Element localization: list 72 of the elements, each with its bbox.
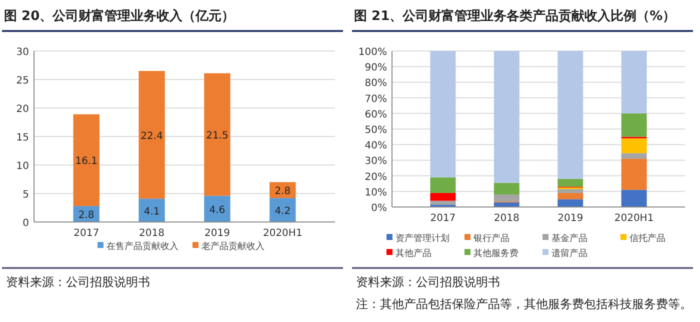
bar <box>494 194 520 202</box>
x-tick-label: 2018 <box>494 213 520 224</box>
x-tick-label: 2019 <box>204 228 230 239</box>
bar <box>494 182 520 195</box>
legend-label: 老产品贡献收入 <box>202 241 264 252</box>
bar <box>430 200 456 205</box>
data-label: 22.4 <box>140 130 163 142</box>
legend-label: 基金产品 <box>552 233 588 244</box>
bar <box>430 51 456 178</box>
y-tick-label: 60% <box>364 109 387 120</box>
y-tick-label: 90% <box>364 62 387 74</box>
bar <box>558 51 584 179</box>
legend-label: 在售产品贡献收入 <box>106 241 178 252</box>
legend-label: 信托产品 <box>630 233 666 244</box>
x-tick-label: 2020H1 <box>262 228 302 239</box>
bar <box>430 177 456 193</box>
legend-label: 遗留产品 <box>552 248 588 259</box>
bar <box>73 114 100 206</box>
y-tick-label: 70% <box>364 94 387 105</box>
y-tick-label: 0% <box>371 203 387 214</box>
x-tick-label: 2018 <box>139 228 165 239</box>
bar <box>138 70 165 199</box>
text: 资料来源：公司招股说明书 <box>356 275 500 289</box>
bar <box>621 51 647 114</box>
y-tick-label: 25 <box>16 76 29 86</box>
y-tick-label: 50% <box>364 125 387 136</box>
y-tick-label: 10 <box>16 161 29 172</box>
bar <box>621 158 647 190</box>
bar <box>621 190 647 207</box>
y-tick-label: 15 <box>16 132 29 144</box>
bar <box>558 178 584 187</box>
x-tick-label: 2017 <box>74 228 100 239</box>
data-label: 4.2 <box>274 206 291 218</box>
legend-label: 其他服务费 <box>474 248 518 259</box>
bar <box>558 192 584 200</box>
y-tick-label: 30 <box>16 47 29 58</box>
bar <box>204 196 230 222</box>
bar <box>558 189 584 193</box>
x-tick-label: 2017 <box>430 213 456 224</box>
data-label: 2.8 <box>78 210 94 222</box>
legend-label: 资产管理计划 <box>396 233 450 244</box>
data-label: 21.5 <box>206 130 228 142</box>
bar <box>494 51 520 183</box>
bar <box>621 153 647 159</box>
bar <box>430 192 456 201</box>
bar <box>270 198 296 222</box>
y-tick-label: 100% <box>358 47 387 58</box>
text: 注：其他产品包括保险产品等，其他服务费包括科技服务费等。 <box>356 297 692 311</box>
y-tick-label: 20 <box>16 104 29 115</box>
text: 资料来源：公司招股说明书 <box>6 275 150 289</box>
y-tick-label: 40% <box>364 140 387 152</box>
chart-title: 图 21、公司财富管理业务各类产品贡献收入比例（%） <box>354 8 676 24</box>
y-tick-label: 80% <box>364 78 387 90</box>
data-label: 4.6 <box>209 204 226 216</box>
bar <box>204 73 230 196</box>
legend-label: 银行产品 <box>472 233 510 244</box>
y-tick-label: 10% <box>364 187 387 198</box>
y-tick-label: 30% <box>364 156 387 168</box>
y-tick-label: 0 <box>22 218 29 229</box>
x-tick-label: 2019 <box>558 213 584 224</box>
bar <box>558 199 584 207</box>
data-label: 16.1 <box>75 156 98 168</box>
bar <box>138 198 165 222</box>
y-tick-label: 20% <box>364 172 387 183</box>
bar <box>621 113 647 137</box>
data-label: 2.8 <box>274 186 291 198</box>
legend-label: 其他产品 <box>396 248 432 259</box>
y-tick-label: 5 <box>22 190 29 200</box>
chart-title: 图 20、公司财富管理业务收入（亿元） <box>4 8 235 24</box>
data-label: 4.1 <box>144 206 160 218</box>
bar <box>621 138 647 154</box>
x-tick-label: 2020H1 <box>614 213 654 224</box>
